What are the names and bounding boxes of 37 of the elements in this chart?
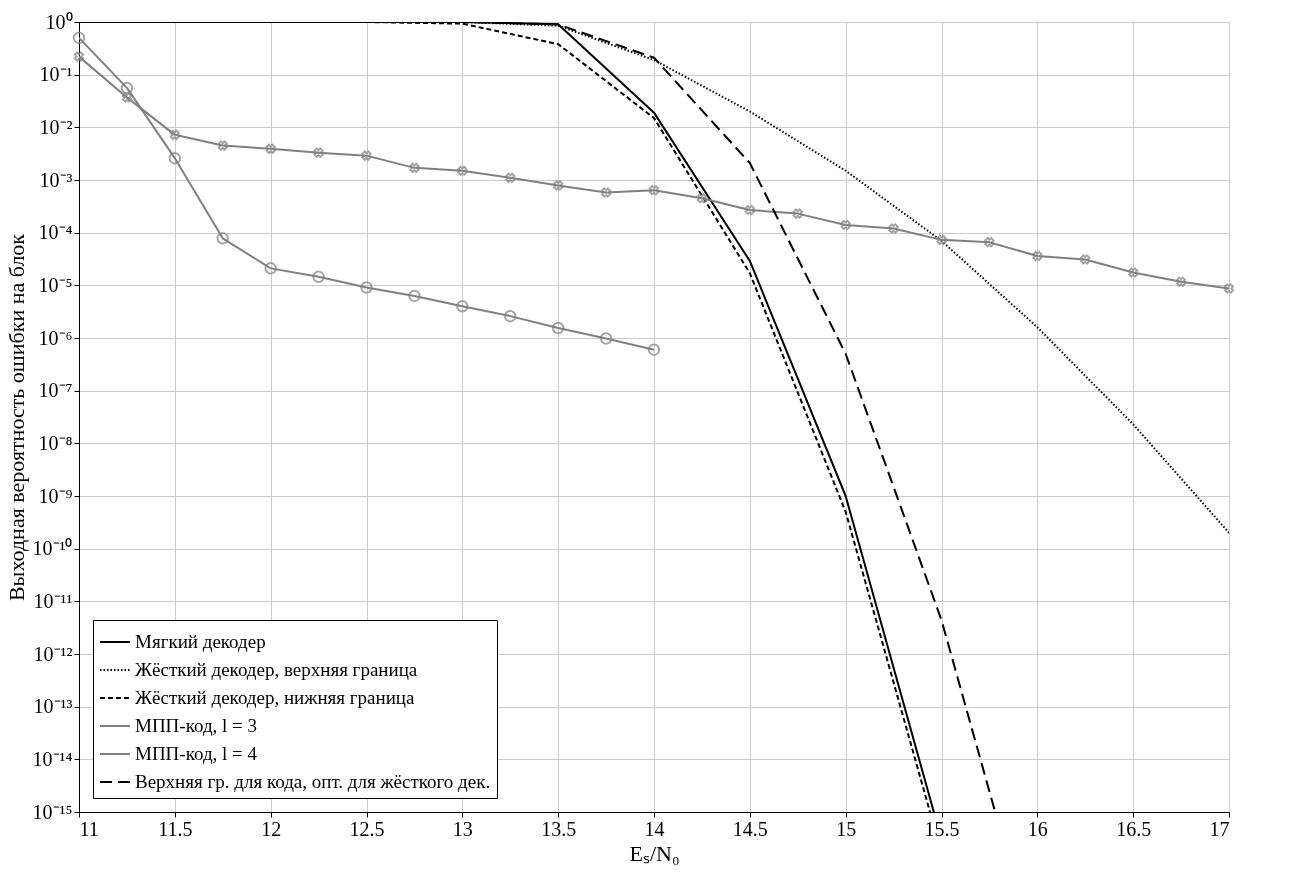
y-tick-label: 10⁰: [45, 10, 73, 33]
x-tick-label: 14.5: [732, 817, 768, 840]
y-tick-label: 10⁻¹³: [33, 695, 73, 718]
x-tick-label: 14: [644, 817, 665, 840]
y-tick-label: 10⁻¹: [39, 63, 73, 86]
x-tick-label: 17: [1209, 817, 1230, 840]
y-tick-label: 10⁻¹⁰: [32, 537, 73, 560]
x-tick-label: 12: [261, 817, 282, 840]
x-tick-label: 15.5: [924, 817, 960, 840]
x-tick-label: 11: [79, 817, 99, 840]
y-tick-label: 10⁻⁴: [38, 221, 73, 244]
legend-label: МПП-код, l = 3: [135, 715, 258, 736]
x-tick-label: 16: [1027, 817, 1048, 840]
x-axis-title: Eₛ/N₀: [629, 840, 680, 866]
y-tick-label: 10⁻⁷: [38, 379, 73, 402]
y-tick-label: 10⁻⁶: [38, 326, 73, 349]
legend-label: Жёсткий декодер, нижняя граница: [135, 687, 416, 708]
y-tick-label: 10⁻¹⁵: [32, 800, 73, 823]
y-tick-label: 10⁻⁹: [38, 484, 73, 507]
y-tick-label: 10⁻¹¹: [33, 589, 73, 612]
x-tick-label: 15: [836, 817, 857, 840]
y-tick-label: 10⁻³: [39, 168, 73, 191]
x-tick-label: 13: [452, 817, 473, 840]
x-tick-label: 11.5: [158, 817, 193, 840]
x-tick-label: 16.5: [1116, 817, 1152, 840]
legend-label: Мягкий декодер: [135, 631, 266, 652]
x-tick-label: 12.5: [349, 817, 385, 840]
y-tick-label: 10⁻¹⁴: [32, 747, 73, 770]
legend-label: Верхняя гр. для кода, опт. для жёсткого дек.: [135, 771, 491, 792]
y-tick-label: 10⁻²: [39, 115, 73, 138]
y-tick-label: 10⁻⁸: [38, 431, 73, 454]
y-tick-label: 10⁻⁵: [38, 273, 73, 296]
legend-label: Жёсткий декодер, верхняя граница: [135, 659, 418, 680]
x-tick-label: 13.5: [541, 817, 577, 840]
y-axis-title: Выходная вероятность ошибки на блок: [3, 233, 29, 602]
y-tick-label: 10⁻¹²: [33, 642, 73, 665]
legend-label: МПП-код, l = 4: [135, 743, 258, 764]
